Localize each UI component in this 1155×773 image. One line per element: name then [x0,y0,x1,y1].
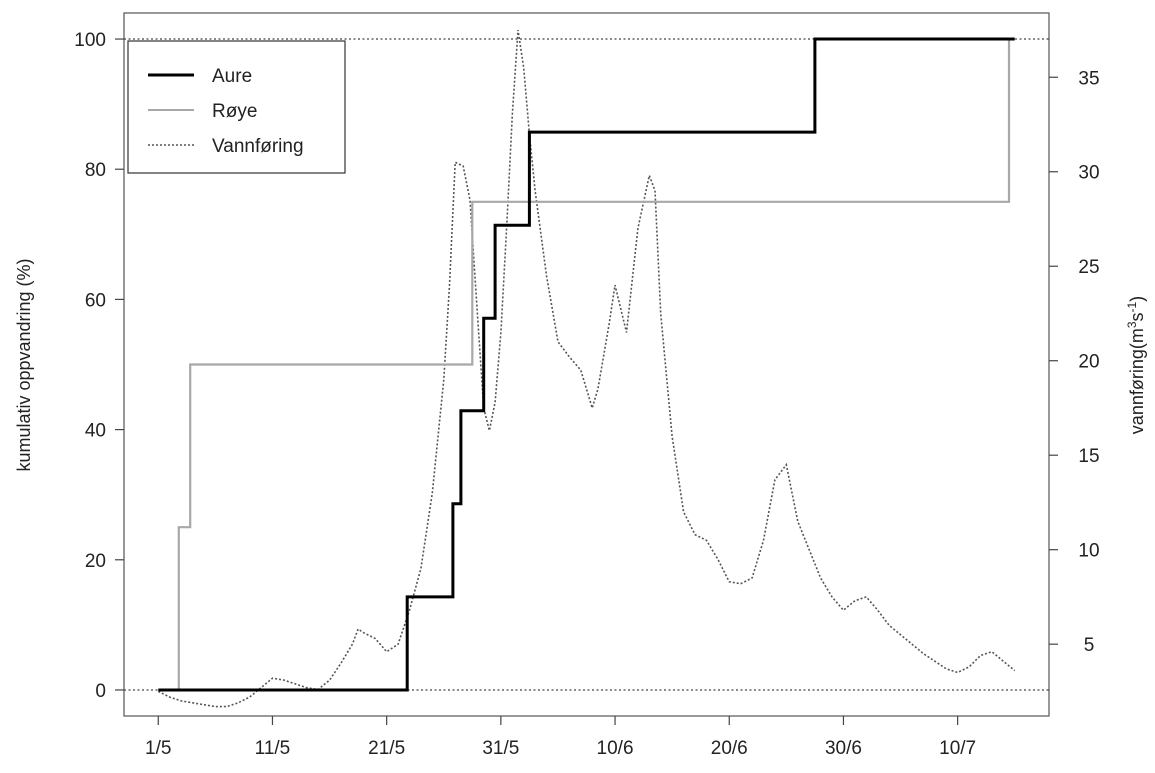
y-right-tick-label-10: 10 [1078,541,1099,562]
y-axis-right-title: vannføring(m3s-1) [1125,296,1147,434]
y-right-tick-label-15: 15 [1078,446,1099,467]
x-tick-label-20/6: 20/6 [711,738,748,759]
x-tick-label-10/7: 10/7 [939,738,976,759]
y-axis-left-title: kumulativ oppvandring (%) [14,258,34,471]
x-tick-label-31/5: 31/5 [482,738,519,759]
x-axis: 1/5 11/5 21/5 31/5 10/6 20/6 30/6 10/7 [145,716,976,759]
y-axis-right-title-base: vannføring(m [1127,328,1147,434]
legend-label-roye: Røye [212,101,257,122]
y-axis-right: 5 10 15 20 25 30 35 [1049,68,1100,656]
legend: Aure Røye Vannføring [127,40,346,174]
y-left-tick-label-60: 60 [85,290,106,311]
x-tick-label-11/5: 11/5 [255,738,291,759]
y-axis-left: 0 20 40 60 80 100 [74,30,124,702]
x-tick-label-21/5: 21/5 [368,738,405,759]
series-layer [157,29,1016,708]
legend-label-aure: Aure [212,66,252,87]
legend-box [127,40,346,174]
y-right-tick-label-25: 25 [1078,257,1099,278]
y-axis-right-title-sup2: -1 [1125,301,1139,312]
y-left-tick-label-20: 20 [85,551,106,572]
x-tick-label-10/6: 10/6 [597,738,634,759]
series-line-aure [158,37,1015,692]
x-tick-label-30/6: 30/6 [825,738,862,759]
plot-frame [123,12,1050,717]
y-left-tick-label-100: 100 [74,30,106,51]
y-right-tick-label-30: 30 [1078,163,1099,184]
y-axis-right-title-mid: s [1127,312,1147,321]
y-axis-right-title-sup1: 3 [1125,321,1139,328]
y-left-tick-label-0: 0 [95,681,106,702]
y-left-tick-label-80: 80 [85,160,106,181]
legend-label-vannforing: Vannføring [212,136,304,157]
y-left-tick-label-40: 40 [85,421,106,442]
y-right-tick-label-20: 20 [1078,352,1099,373]
series-line-roye [177,37,1015,690]
y-right-tick-label-35: 35 [1078,68,1099,89]
x-tick-label-1/5: 1/5 [145,738,171,759]
y-axis-right-title-end: ) [1127,296,1147,302]
series-line-vannforing [157,29,1016,708]
y-right-tick-label-5: 5 [1084,635,1095,656]
